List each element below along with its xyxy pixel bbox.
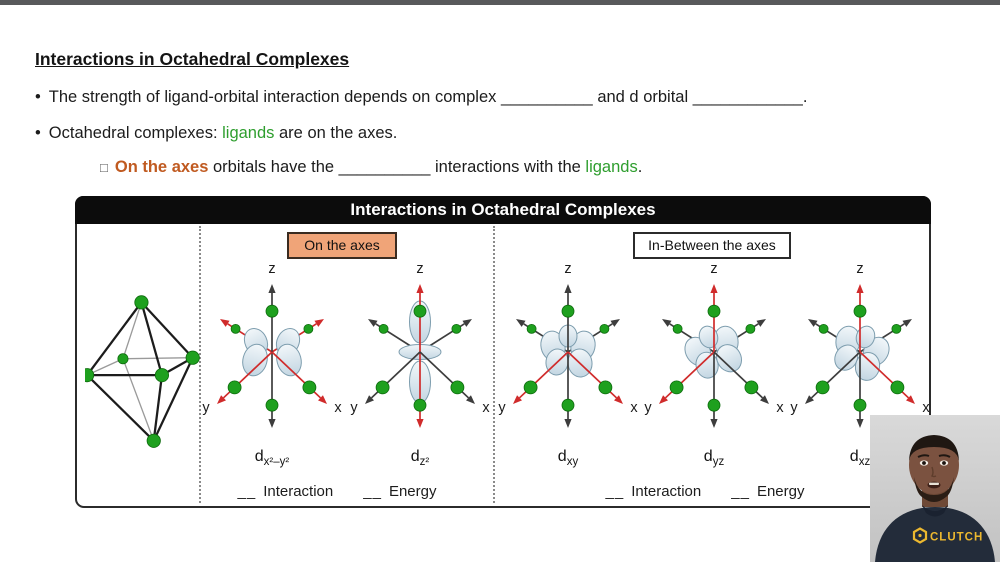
svg-text:x: x [630, 400, 638, 416]
clutch-logo: CLUTCH [912, 527, 983, 544]
bullet-strength: • The strength of ligand-orbital interact… [35, 88, 807, 107]
face [909, 436, 959, 494]
legend-right: __ Interaction __ Energy [563, 483, 847, 500]
orbital-dz2-diagram: z y x [345, 260, 495, 432]
svg-text:y: y [644, 400, 652, 416]
octahedron-figure [85, 295, 200, 448]
sub-text2: interactions with the [430, 158, 586, 176]
energy-label: Energy [388, 483, 437, 500]
orbital-dyz-label: dyz [703, 448, 725, 469]
ligand-dot [117, 353, 129, 365]
orbital-dxy-diagram: z y x [493, 260, 643, 432]
svg-text:y: y [498, 400, 506, 416]
bullet2-text2: are on the axes. [274, 124, 398, 142]
period: . [802, 88, 808, 106]
bullet-icon: • [35, 124, 41, 142]
svg-text:z: z [564, 261, 571, 277]
top-bar [0, 0, 1000, 5]
sub-bullet-on-axes: □ On the axes orbitals have the _________… [100, 158, 642, 177]
beard [914, 477, 954, 502]
blank-line: __ [731, 483, 750, 500]
svg-text:x: x [482, 400, 490, 416]
clutch-logo-text: CLUTCH [930, 532, 983, 544]
interaction-label: Interaction [631, 483, 702, 500]
panel-title: Interactions in Octahedral Complexes [75, 196, 931, 224]
square-bullet-icon: □ [100, 160, 108, 175]
orbital-dxz-diagram: z y x [785, 260, 935, 432]
energy-label: Energy [756, 483, 805, 500]
bullet-octahedral: • Octahedral complexes: ligands are on th… [35, 124, 397, 143]
in-between-the-axes-tag: In-Between the axes [633, 232, 791, 259]
sub-text: orbitals have the [208, 158, 339, 176]
svg-text:z: z [856, 261, 863, 277]
svg-text:z: z [268, 261, 275, 277]
orbital-dx2y2-label: dx²–y² [254, 448, 290, 469]
svg-text:z: z [416, 261, 423, 277]
interaction-label: Interaction [263, 483, 334, 500]
svg-text:y: y [202, 400, 210, 416]
shirt [875, 507, 995, 562]
ligands-green-text: ligands [222, 124, 275, 142]
bullet1-text2: and d orbital [592, 88, 693, 106]
orbital-dz2-label: dz² [410, 448, 430, 469]
orbital-dxz-label: dxz [849, 448, 871, 469]
webcam-overlay: CLUTCH [870, 415, 1000, 562]
legend-left: __ Interaction __ Energy [195, 483, 479, 500]
blank-line: __________ [500, 88, 593, 106]
svg-text:y: y [790, 400, 798, 416]
instructor-figure: CLUTCH [870, 415, 1000, 562]
bullet1-text: The strength of ligand-orbital interacti… [48, 88, 501, 106]
hair [909, 435, 959, 461]
orbital-dxy-label: dxy [557, 448, 579, 469]
dotted-divider [493, 226, 495, 503]
ligands-green-text: ligands [585, 158, 638, 176]
blank-line: __ [605, 483, 625, 500]
svg-text:x: x [922, 400, 930, 416]
bullet-icon: • [35, 88, 41, 106]
on-the-axes-emphasis: On the axes [114, 158, 209, 176]
svg-text:x: x [334, 400, 342, 416]
dotted-divider [199, 226, 201, 503]
period: . [637, 158, 643, 176]
on-the-axes-tag: On the axes [287, 232, 397, 259]
svg-text:x: x [776, 400, 784, 416]
svg-text:z: z [710, 261, 717, 277]
orbital-dyz-diagram: z y x [639, 260, 789, 432]
orbital-dx2y2-diagram: z y x [197, 260, 347, 432]
blank-line: __________ [338, 158, 431, 176]
blank-line: __ [237, 483, 257, 500]
svg-text:y: y [350, 400, 358, 416]
page-title: Interactions in Octahedral Complexes [35, 49, 350, 69]
blank-line: __ [363, 483, 382, 500]
bullet2-text: Octahedral complexes: [48, 124, 223, 142]
blank-line: ____________ [692, 88, 803, 106]
diagram-panel: Interactions in Octahedral Complexes On … [75, 196, 931, 508]
